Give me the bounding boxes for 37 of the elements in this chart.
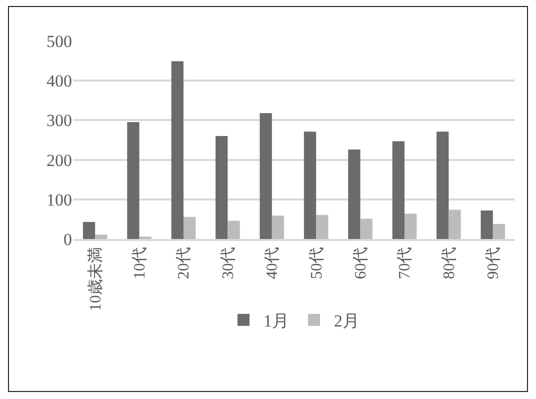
- x-tick-label: 40代: [264, 247, 282, 280]
- x-tick-label: 90代: [485, 247, 502, 280]
- x-tick-label: 80代: [440, 247, 458, 280]
- x-tick-label: 50代: [308, 247, 326, 280]
- y-tick-label: 400: [46, 72, 72, 91]
- bar: [95, 234, 108, 239]
- bar: [82, 222, 96, 239]
- y-tick-label: 300: [46, 111, 72, 130]
- bar: [436, 132, 449, 239]
- y-tick-label: 200: [46, 150, 72, 170]
- legend-label: 2月: [334, 312, 360, 331]
- x-tick-label: 20代: [176, 247, 193, 280]
- bar: [404, 214, 417, 239]
- bar: [448, 210, 461, 239]
- x-tick-label: 30代: [220, 247, 237, 280]
- bar: [260, 113, 272, 239]
- bar: [272, 216, 284, 239]
- y-tick-label: 100: [46, 190, 72, 210]
- bar: [360, 218, 372, 239]
- x-tick-label: 60代: [352, 247, 370, 280]
- y-tick-label: 0: [64, 230, 72, 249]
- bar: [127, 122, 140, 239]
- bar: [480, 210, 493, 239]
- bar: [316, 214, 328, 239]
- x-tick-label: 10歳未満: [86, 247, 104, 312]
- bar: [216, 136, 228, 239]
- bar: [392, 141, 404, 239]
- y-tick-label: 500: [46, 32, 72, 51]
- bar: [171, 61, 184, 239]
- bar: [304, 132, 316, 239]
- x-tick-label: 70代: [396, 247, 414, 280]
- bar: [228, 220, 240, 239]
- bar: [492, 224, 506, 239]
- bar: [348, 150, 360, 239]
- legend-label: 1月: [264, 312, 289, 331]
- bar: [184, 216, 196, 239]
- x-tick-label: 10代: [132, 247, 148, 280]
